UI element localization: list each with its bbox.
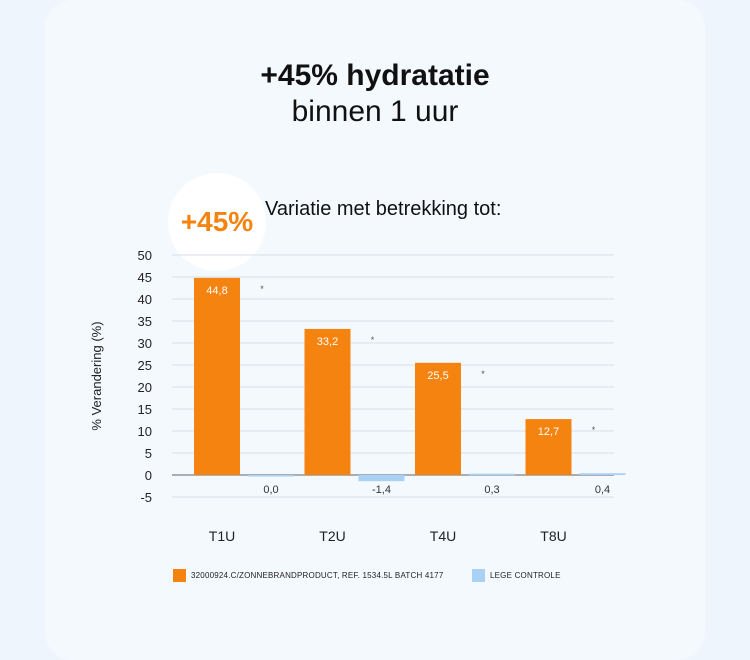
y-tick-label: 25	[138, 358, 152, 373]
significance-marker: *	[592, 425, 596, 435]
bar-product	[415, 362, 461, 475]
chart-subtitle-line: binnen 1 uur	[291, 95, 459, 128]
bar-control-label: 0,4	[595, 484, 610, 496]
legend-label-product: 32000924.C/ZONNEBRANDPRODUCT, REF. 1534.…	[191, 571, 444, 580]
x-tick-label: T8U	[540, 528, 566, 544]
chart-title: +45% hydratatie	[260, 59, 490, 92]
y-tick-label: 40	[138, 292, 152, 307]
y-tick-label: 0	[145, 468, 152, 483]
significance-marker: *	[260, 284, 264, 294]
bar-product	[525, 419, 572, 475]
bar-product-label: 25,5	[427, 370, 448, 382]
bar-product-label: 33,2	[317, 336, 338, 348]
y-tick-label: 30	[138, 336, 152, 351]
significance-marker: *	[371, 335, 375, 345]
legend-swatch-product	[173, 569, 186, 582]
bar-product	[194, 277, 240, 475]
legend-item-product: 32000924.C/ZONNEBRANDPRODUCT, REF. 1534.…	[173, 569, 443, 582]
y-tick-label: 45	[138, 270, 152, 285]
bar-control-label: 0,3	[484, 484, 499, 496]
y-tick-label: 50	[138, 248, 152, 263]
bar-product-label: 44,8	[206, 285, 227, 297]
y-tick-label: 20	[138, 380, 152, 395]
legend-swatch-control	[472, 569, 485, 582]
bar-control-label: -1,4	[372, 484, 391, 496]
x-tick-label: T2U	[319, 528, 345, 544]
x-tick-label: T1U	[209, 528, 235, 544]
chart-card	[45, 0, 705, 660]
y-tick-label: 5	[145, 446, 152, 461]
y-tick-label: -5	[140, 490, 152, 505]
bar-control	[469, 473, 515, 476]
legend-label-control: LEGE CONTROLE	[490, 571, 561, 580]
bar-control	[358, 475, 405, 482]
y-tick-label: 10	[138, 424, 152, 439]
bar-control	[579, 473, 626, 475]
y-tick-label: 15	[138, 402, 152, 417]
bar-product	[304, 328, 351, 475]
y-axis-label: % Verandering (%)	[89, 321, 104, 430]
legend-item-control: LEGE CONTROLE	[472, 569, 561, 582]
significance-marker: *	[481, 369, 485, 379]
bar-control	[248, 475, 294, 477]
bar-control-label: 0,0	[263, 484, 278, 496]
bar-product-label: 12,7	[538, 426, 559, 438]
x-tick-label: T4U	[430, 528, 456, 544]
y-tick-label: 35	[138, 314, 152, 329]
chart-subheading: Variatie met betrekking tot:	[265, 198, 502, 220]
